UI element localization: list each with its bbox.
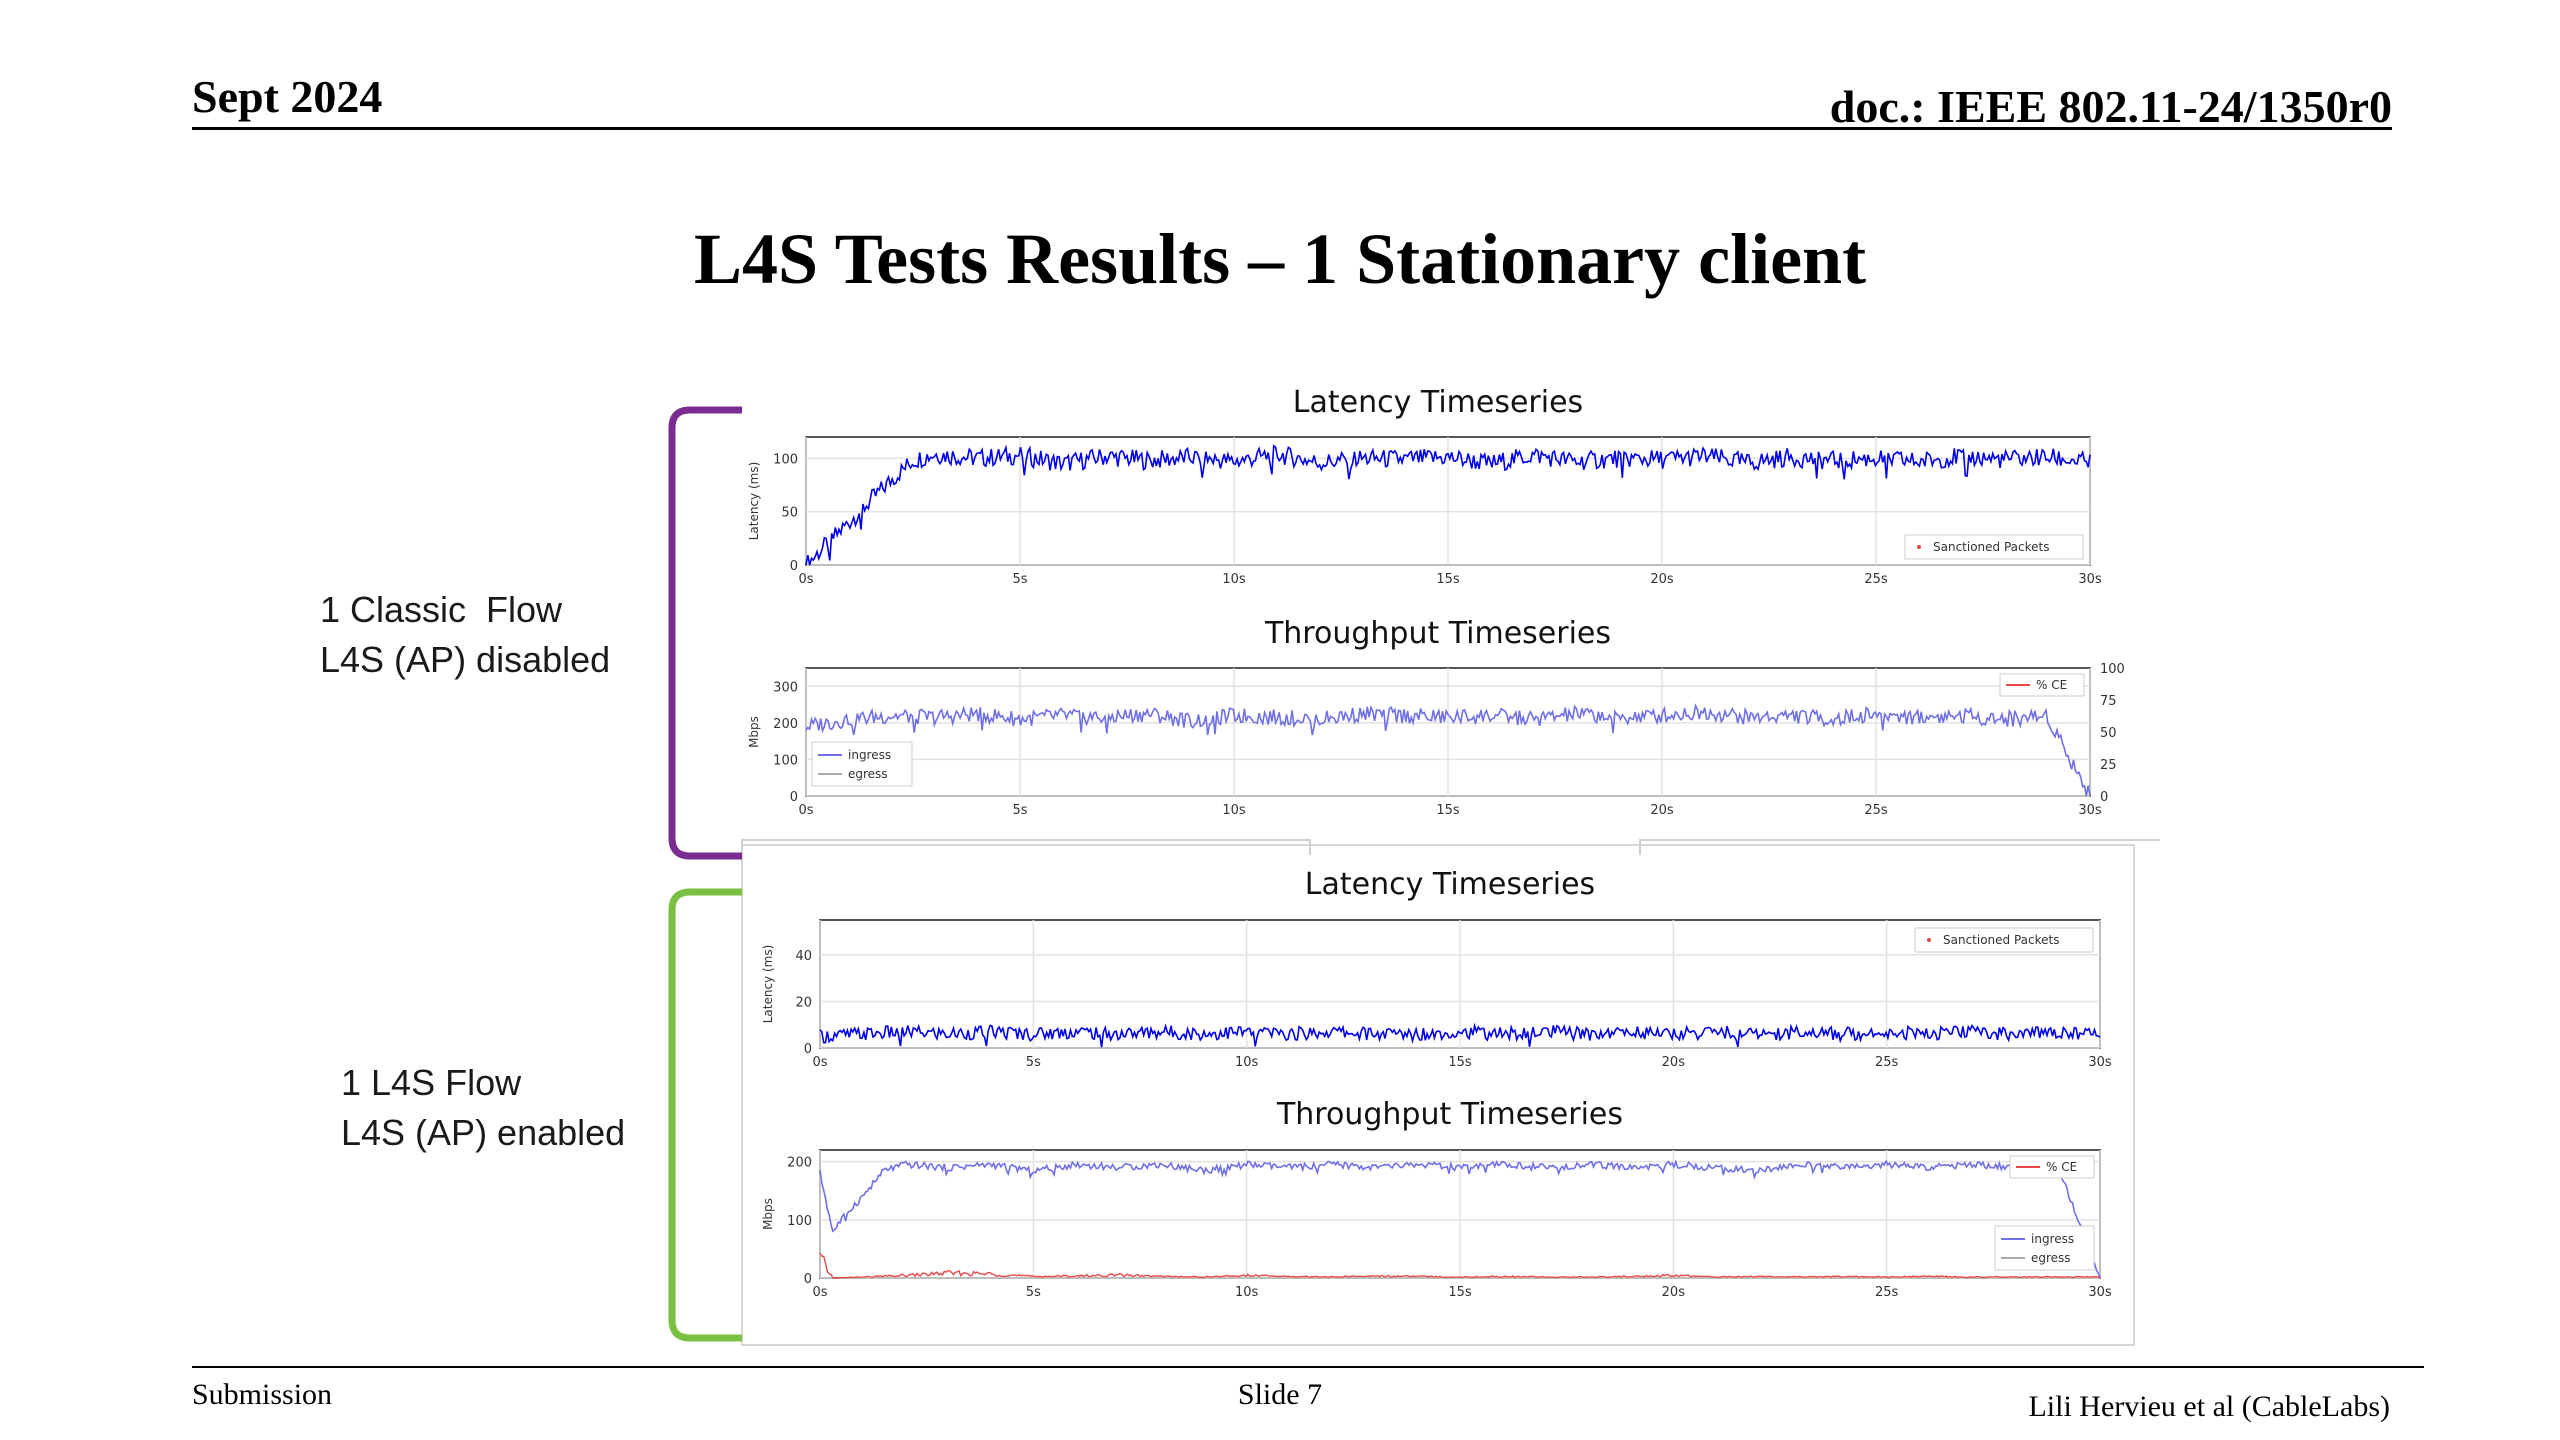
- l4s-throughput-xtick-label: 0s: [812, 1285, 827, 1300]
- l4s-throughput-legend-ce-label: % CE: [2046, 1160, 2077, 1174]
- classic-latency-xtick-label: 0s: [798, 572, 813, 587]
- classic-throughput-y2tick-label: 0: [2100, 790, 2108, 805]
- l4s-flow-line1: 1 L4S Flow: [341, 1062, 522, 1103]
- l4s-latency-xtick-label: 0s: [812, 1055, 827, 1070]
- classic-flow-line1: 1 Classic Flow: [320, 589, 563, 630]
- classic-latency-xtick-label: 10s: [1222, 572, 1246, 587]
- l4s-latency-title: Latency Timeseries: [1305, 867, 1595, 902]
- classic-throughput-legend-egress-label: egress: [848, 767, 888, 781]
- classic-throughput-xtick-label: 20s: [1650, 803, 1674, 818]
- l4s-throughput-legend-ingress-label: ingress: [2031, 1232, 2074, 1246]
- classic-latency-xtick-label: 20s: [1650, 572, 1674, 587]
- l4s-latency-ylabel: Latency (ms): [761, 945, 775, 1024]
- classic-throughput-ytick-label: 200: [773, 717, 798, 732]
- l4s-latency-ytick-label: 0: [804, 1042, 812, 1057]
- classic-throughput-ytick-label: 0: [790, 790, 798, 805]
- classic-throughput-xtick-label: 0s: [798, 803, 813, 818]
- l4s-latency-xtick-label: 25s: [1875, 1055, 1899, 1070]
- l4s-latency-ytick-label: 20: [795, 995, 812, 1010]
- classic-throughput-xtick-label: 15s: [1436, 803, 1460, 818]
- classic-latency-legend-marker: [1917, 545, 1921, 549]
- l4s-latency-xtick-label: 20s: [1662, 1055, 1686, 1070]
- classic-throughput-xtick-label: 5s: [1012, 803, 1027, 818]
- classic-latency-legend-label: Sanctioned Packets: [1933, 540, 2049, 554]
- l4s-throughput-xtick-label: 15s: [1448, 1285, 1472, 1300]
- l4s-throughput-xtick-label: 20s: [1662, 1285, 1686, 1300]
- l4s-throughput-title: Throughput Timeseries: [1276, 1097, 1623, 1132]
- classic-throughput-xtick-label: 10s: [1222, 803, 1246, 818]
- l4s-latency-series-latency: [819, 1022, 2101, 1048]
- l4s-throughput-chart: Throughput Timeseries 0s 5s 10s 15s 20s 25s 30s…: [761, 1097, 2112, 1300]
- classic-throughput-xtick-label: 30s: [2078, 803, 2102, 818]
- footer-divider: [192, 1366, 2424, 1368]
- l4s-throughput-ytick-label: 200: [787, 1156, 812, 1171]
- classic-latency-series-latency: [805, 444, 2091, 566]
- l4s-throughput-xtick-label: 10s: [1235, 1285, 1259, 1300]
- classic-latency-ytick-label: 100: [773, 452, 798, 467]
- l4s-throughput-legend-io: [1994, 1225, 2095, 1271]
- classic-throughput-title: Throughput Timeseries: [1264, 616, 1611, 651]
- classic-latency-ytick-label: 0: [790, 559, 798, 574]
- classic-latency-xtick-label: 5s: [1012, 572, 1027, 587]
- classic-throughput-ytick-label: 300: [773, 680, 798, 695]
- l4s-throughput-xtick-label: 30s: [2088, 1285, 2112, 1300]
- classic-latency-chart: Latency Timeseries 0s 5s 10s 15s 20s 25s 30s 0 50…: [747, 385, 2102, 587]
- classic-latency-xtick-label: 15s: [1436, 572, 1460, 587]
- panel-divider: [741, 839, 2160, 855]
- l4s-flow-label: 1 L4S Flow L4S (AP) enabled: [341, 1058, 625, 1158]
- l4s-latency-legend-label: Sanctioned Packets: [1943, 933, 2059, 947]
- header-divider: [192, 127, 2392, 130]
- classic-flow-label: 1 Classic Flow L4S (AP) disabled: [320, 585, 610, 685]
- classic-latency-xtick-label: 25s: [1864, 572, 1888, 587]
- classic-throughput-ytick-label: 100: [773, 753, 798, 768]
- header-doc-id: doc.: IEEE 802.11-24/1350r0: [1829, 81, 2392, 132]
- classic-throughput-chart: Throughput Timeseries 0s 5s 10s 15s 20s 25s 30s…: [747, 616, 2125, 818]
- l4s-latency-xtick-label: 10s: [1235, 1055, 1259, 1070]
- classic-latency-ytick-label: 50: [781, 506, 798, 521]
- classic-throughput-y2tick-label: 50: [2100, 726, 2117, 741]
- l4s-throughput-legend-egress-label: egress: [2031, 1251, 2071, 1265]
- l4s-latency-xtick-label: 5s: [1026, 1055, 1041, 1070]
- classic-latency-xtick-label: 30s: [2078, 572, 2102, 587]
- l4s-throughput-xtick-label: 5s: [1026, 1285, 1041, 1300]
- classic-throughput-y2tick-label: 75: [2100, 694, 2117, 709]
- footer-submission: Submission: [192, 1378, 333, 1411]
- classic-throughput-legend-ce-label: % CE: [2036, 678, 2067, 692]
- l4s-throughput-series-ingress: [819, 1159, 2101, 1279]
- l4s-throughput-series-% CE: [819, 1253, 2101, 1279]
- classic-bracket: [668, 406, 742, 860]
- l4s-latency-ytick-label: 40: [795, 949, 812, 964]
- classic-throughput-legend-ce: [1999, 673, 2085, 697]
- l4s-throughput-ytick-label: 0: [804, 1272, 812, 1287]
- l4s-throughput-ytick-label: 100: [787, 1214, 812, 1229]
- classic-throughput-legend-io: [811, 741, 913, 787]
- classic-throughput-y2tick-label: 25: [2100, 758, 2117, 773]
- l4s-latency-chart: Latency Timeseries 0s 5s 10s 15s 20s 25s 30s 0 20…: [761, 867, 2112, 1070]
- l4s-throughput-ylabel: Mbps: [761, 1198, 775, 1230]
- classic-latency-ylabel: Latency (ms): [747, 462, 761, 541]
- l4s-latency-legend: [1914, 927, 2094, 953]
- l4s-throughput-xtick-label: 25s: [1875, 1285, 1899, 1300]
- classic-throughput-y2tick-label: 100: [2100, 662, 2125, 677]
- l4s-latency-legend-marker: [1927, 938, 1931, 942]
- l4s-bracket: [668, 888, 742, 1342]
- classic-throughput-ylabel: Mbps: [747, 716, 761, 748]
- footer-slide-number: Slide 7: [1237, 1378, 1323, 1411]
- l4s-throughput-legend-ce: [2009, 1155, 2095, 1179]
- l4s-latency-xtick-label: 15s: [1448, 1055, 1472, 1070]
- slide-title: L4S Tests Results – 1 Stationary client: [693, 219, 1867, 299]
- footer-author: Lili Hervieu et al (CableLabs): [2028, 1390, 2390, 1423]
- classic-throughput-series-ingress: [805, 703, 2091, 797]
- classic-latency-legend: [1904, 534, 2084, 560]
- l4s-flow-line2: L4S (AP) enabled: [341, 1112, 626, 1153]
- l4s-latency-xtick-label: 30s: [2088, 1055, 2112, 1070]
- classic-throughput-legend-ingress-label: ingress: [848, 748, 891, 762]
- classic-flow-line2: L4S (AP) disabled: [320, 639, 611, 680]
- header-date: Sept 2024: [192, 71, 383, 122]
- classic-throughput-xtick-label: 25s: [1864, 803, 1888, 818]
- classic-latency-title: Latency Timeseries: [1293, 385, 1583, 420]
